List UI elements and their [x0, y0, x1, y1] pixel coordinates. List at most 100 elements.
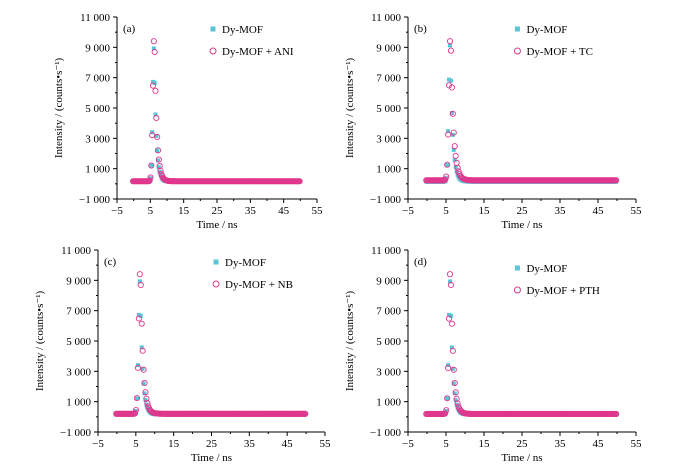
data-point-circle	[153, 114, 160, 122]
y-tick-label: 1 000	[85, 164, 110, 176]
data-point-circle	[296, 178, 303, 185]
data-point-circle	[143, 395, 150, 402]
y-tick-label: 9 000	[376, 42, 401, 54]
x-tick-label: 25	[517, 438, 529, 450]
y-axis-title: Intensity / (counts•s⁻¹)	[344, 291, 356, 392]
legend-label: Dy-MOF	[526, 263, 567, 275]
data-point-circle	[452, 389, 459, 396]
y-tick-label: −1 000	[370, 194, 401, 206]
x-tick-label: 5	[443, 205, 449, 217]
data-point-circle	[443, 407, 450, 414]
data-point-square	[141, 381, 146, 386]
data-point-circle	[142, 389, 149, 396]
data-point-circle	[133, 395, 141, 402]
data-point-square	[142, 391, 147, 396]
data-point-circle	[446, 271, 454, 278]
legend-marker-circle	[212, 280, 220, 288]
x-tick-label: −5	[111, 205, 123, 217]
data-point-square	[138, 313, 143, 318]
chart-panel-4: −5 5 15 25 35 45 55 −1 000 1 000 3 000 5 000 7 000 9…	[344, 245, 642, 464]
data-point-square	[447, 43, 452, 48]
data-point-square	[134, 396, 139, 401]
y-tick-label: 5 000	[85, 103, 110, 115]
data-point-square	[155, 148, 160, 153]
data-point-square	[454, 169, 459, 174]
series-dy-mof	[424, 43, 619, 184]
legend-label: Dy-MOF + PTH	[526, 285, 599, 297]
data-point-square	[145, 405, 150, 410]
data-point-square	[452, 158, 457, 163]
data-point-square	[453, 164, 458, 169]
y-tick-label: 1 000	[66, 397, 91, 409]
y-tick-label: 11 000	[80, 12, 110, 24]
data-point-circle	[442, 176, 449, 183]
data-point-circle	[132, 406, 140, 414]
data-point-circle	[442, 410, 449, 417]
data-point-circle	[445, 315, 453, 322]
data-point-circle	[156, 163, 163, 170]
y-tick-label: 3 000	[66, 366, 91, 378]
series-dy-mof-analyte	[423, 271, 620, 418]
y-tick-label: 11 000	[371, 245, 401, 257]
y-tick-label: 7 000	[376, 73, 401, 85]
data-point-square	[451, 381, 456, 386]
y-axis-title: Intensity / (counts•s⁻¹)	[344, 58, 356, 159]
y-tick-label: 3 000	[85, 133, 110, 145]
data-point-circle	[138, 320, 145, 327]
data-point-circle	[454, 400, 461, 407]
data-point-circle	[147, 174, 154, 181]
data-point-circle	[155, 156, 162, 163]
y-tick-label: 5 000	[66, 336, 91, 348]
data-point-square	[447, 279, 452, 284]
data-point-circle	[154, 133, 161, 141]
legend-marker-circle	[209, 47, 217, 55]
x-tick-label: −5	[92, 438, 104, 450]
data-point-circle	[132, 410, 139, 417]
data-point-circle	[449, 347, 456, 354]
y-tick-label: 9 000	[376, 275, 401, 287]
x-tick-label: 15	[168, 438, 180, 450]
x-tick-label: 5	[443, 438, 449, 450]
x-axis-title: Time / ns	[501, 219, 542, 231]
x-tick-label: −5	[402, 438, 414, 450]
y-tick-label: 1 000	[376, 164, 401, 176]
y-tick-label: 11 000	[371, 12, 401, 24]
panel-label: (d)	[414, 256, 427, 268]
x-tick-label: 35	[244, 438, 256, 450]
x-axis-title: Time / ns	[196, 219, 237, 231]
x-axis-title: Time / ns	[191, 452, 232, 464]
data-point-square	[449, 345, 454, 350]
legend-marker-square	[514, 265, 520, 271]
y-tick-label: −1 000	[60, 427, 91, 439]
legend-marker-square	[213, 259, 219, 265]
data-point-circle	[139, 347, 146, 354]
x-tick-label: 25	[517, 205, 529, 217]
data-point-square	[151, 46, 156, 51]
x-tick-label: 45	[278, 205, 290, 217]
x-tick-label: 55	[312, 205, 324, 217]
legend-marker-circle	[513, 286, 521, 294]
data-point-square	[446, 129, 451, 134]
data-point-square	[451, 147, 456, 152]
data-point-circle	[613, 177, 620, 184]
chart-panel-2: −5 5 15 25 35 45 55 −1 000 1 000 3 000 5 000 7 000 9…	[344, 12, 642, 231]
legend: Dy-MOF Dy-MOF + PTH	[513, 263, 600, 297]
data-point-square	[143, 398, 148, 403]
data-point-circle	[450, 129, 457, 136]
data-point-square	[450, 366, 455, 371]
panel-label: (b)	[414, 23, 427, 35]
x-tick-label: 25	[212, 205, 224, 217]
chart-panel-1: −5 5 15 25 35 45 55 −1 000 1 000 3 000 5 000 7 000 9…	[53, 12, 323, 231]
data-point-circle	[149, 82, 157, 89]
x-tick-label: 45	[282, 438, 294, 450]
data-point-square	[449, 110, 454, 115]
x-tick-label: 55	[631, 438, 643, 450]
panel-label: (a)	[123, 23, 136, 35]
data-point-circle	[135, 315, 142, 322]
data-point-circle	[445, 131, 452, 138]
data-point-circle	[134, 364, 141, 371]
data-point-circle	[137, 281, 144, 289]
legend-label: Dy-MOF	[225, 257, 266, 269]
x-tick-label: 15	[479, 438, 491, 450]
